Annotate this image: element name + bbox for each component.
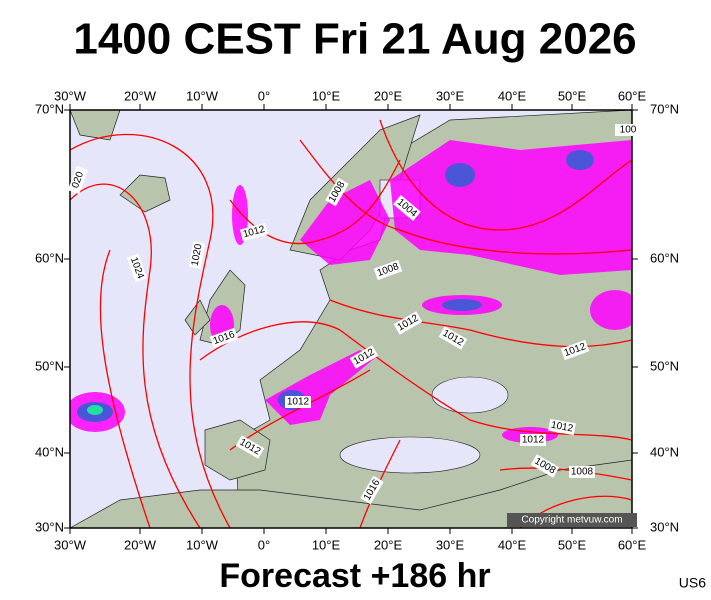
isobar-label-box (209, 327, 239, 349)
isobar-label-box (239, 222, 269, 242)
latitude-label: 60°N (35, 250, 64, 265)
isobar-label-box (235, 435, 265, 459)
isobar-label-box (548, 418, 576, 436)
isobar-label-box (520, 434, 546, 446)
isobar-label: 1012 (285, 396, 311, 408)
isobar-label-text: 1008 (571, 467, 594, 478)
isobar-label-text: 1012 (522, 435, 545, 446)
map-area (70, 110, 632, 528)
forecast-label: Forecast +186 hr (219, 557, 490, 595)
isobar-label-box (360, 475, 384, 505)
map-frame (69, 109, 633, 529)
isobar-label: 1012 (520, 434, 546, 446)
map-title: 1400 CEST Fri 21 Aug 2026 (73, 15, 636, 64)
latitude-label: 70°N (650, 101, 679, 116)
isobar-label-text: 100 (620, 125, 637, 136)
isobar-label-box (560, 339, 590, 361)
isobar-label-box (349, 345, 379, 369)
longitude-label: 10°E (312, 537, 341, 552)
isobar-label-box (438, 326, 468, 350)
isobar-label-box (188, 241, 206, 269)
longitude-label: 40°E (498, 537, 527, 552)
latitude-label: 30°N (650, 519, 679, 534)
latitude-label: 40°N (650, 444, 679, 459)
latitude-label: 70°N (35, 101, 64, 116)
longitude-label: 0° (258, 537, 270, 552)
latitude-label: 60°N (650, 250, 679, 265)
longitude-label: 0° (258, 88, 270, 103)
isobar-label-box (393, 195, 421, 221)
longitude-label: 30°E (436, 88, 465, 103)
isobar-label: 100 (615, 124, 641, 136)
longitude-label: 30°W (54, 88, 87, 103)
isobar-label-box (393, 311, 423, 335)
black-sea (431, 376, 509, 414)
isobars (70, 119, 632, 528)
longitude-label: 30°E (436, 537, 465, 552)
isobar-label-text: 1012 (287, 397, 310, 408)
longitude-label: 10°W (186, 537, 219, 552)
isobar-label-box (325, 177, 349, 207)
longitude-label: 40°E (498, 88, 527, 103)
copyright: Copyright metvuw.com (521, 515, 622, 526)
longitude-label: 10°W (186, 88, 219, 103)
isobar-label-text: 1020 (190, 243, 205, 267)
isobar-label: 1012 (548, 418, 576, 436)
isobar-label-box (67, 165, 89, 195)
isobar-label-box (373, 259, 403, 281)
latitude-label: 40°N (35, 444, 64, 459)
isobar-label-box (285, 396, 311, 408)
isobar-label: 1008 (569, 466, 595, 478)
longitude-label: 20°E (374, 88, 403, 103)
isobar-label: 1012 (239, 222, 269, 242)
isobar-label: 1020 (188, 241, 206, 269)
precipitation (70, 140, 632, 443)
longitude-label: 50°E (558, 88, 587, 103)
isobar-label: 020 (67, 165, 89, 195)
mediterranean (339, 436, 481, 474)
intense-precipitation (87, 405, 103, 415)
copyright-box (507, 513, 637, 527)
isobar-label-box (615, 124, 641, 136)
isobar-label-box (569, 466, 595, 478)
latitude-label: 30°N (35, 519, 64, 534)
isobar-label-box (530, 454, 560, 478)
latitude-label: 50°N (35, 358, 64, 373)
longitude-label: 60°E (618, 88, 647, 103)
isobar-label-text: 1012 (550, 420, 574, 435)
longitude-label: 10°E (312, 88, 341, 103)
longitude-label: 20°W (124, 88, 157, 103)
longitude-label: 60°E (618, 537, 647, 552)
longitude-label: 30°W (54, 537, 87, 552)
longitude-label: 20°W (124, 537, 157, 552)
isobar-label-box (126, 253, 148, 283)
longitude-label: 20°E (374, 537, 403, 552)
model-code: US6 (679, 575, 706, 591)
latitude-label: 50°N (650, 358, 679, 373)
longitude-label: 50°E (558, 537, 587, 552)
